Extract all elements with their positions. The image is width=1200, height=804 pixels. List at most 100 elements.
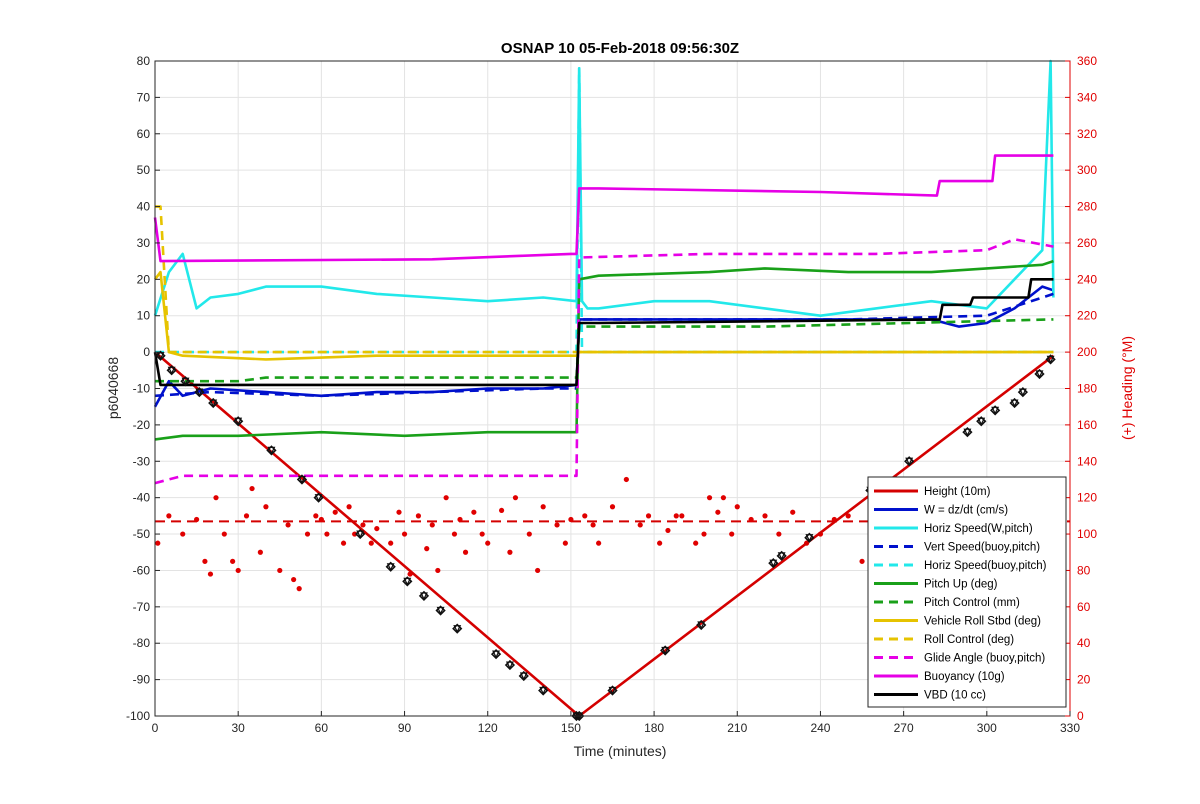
- height-marker-triangle: [963, 428, 972, 437]
- y-right-tick-label: 20: [1077, 673, 1091, 687]
- height-marker-triangle: [1010, 399, 1019, 408]
- y-tick-label: -70: [133, 600, 151, 614]
- height-marker-triangle: [209, 399, 218, 408]
- heading-point: [645, 513, 652, 519]
- height-marker-triangle: [419, 592, 428, 601]
- legend-label-1: W = dz/dt (cm/s): [924, 505, 1008, 517]
- heading-point: [609, 504, 616, 510]
- height-marker-triangle: [167, 366, 176, 375]
- y-right-tick-label: 220: [1077, 309, 1097, 323]
- heading-point: [263, 504, 269, 510]
- height-marker-triangle: [297, 475, 306, 484]
- heading-point: [340, 540, 347, 546]
- y-tick-label: -90: [133, 673, 151, 687]
- y-tick-label: 70: [137, 90, 151, 104]
- heading-point: [512, 495, 519, 501]
- legend-label-9: Glide Angle (buoy,pitch): [924, 653, 1045, 665]
- x-axis-label: Time (minutes): [574, 743, 667, 759]
- y-right-tick-label: 200: [1077, 345, 1097, 359]
- heading-point: [665, 527, 671, 534]
- heading-point: [720, 495, 727, 501]
- heading-point: [202, 558, 208, 564]
- height-marker-triangle: [991, 406, 1000, 415]
- heading-point: [479, 531, 485, 537]
- heading-point: [346, 504, 352, 510]
- height-marker-triangle: [1018, 388, 1027, 397]
- heading-point: [368, 540, 374, 546]
- chart-title: OSNAP 10 05-Feb-2018 09:56:30Z: [501, 40, 739, 57]
- y-right-tick-label: 300: [1077, 163, 1097, 177]
- heading-point: [748, 516, 754, 523]
- heading-point: [471, 509, 477, 515]
- y-tick-label: 0: [143, 345, 150, 359]
- legend-label-4: Horiz Speed(buoy,pitch): [924, 560, 1047, 572]
- heading-point: [213, 495, 219, 501]
- legend-label-8: Roll Control (deg): [924, 634, 1014, 646]
- y-right-tick-label: 320: [1077, 127, 1097, 141]
- legend: Height (10m) W = dz/dt (cm/s) Horiz Speed(…: [867, 476, 1067, 708]
- height-marker-triangle: [403, 577, 412, 586]
- heading-point: [535, 567, 541, 574]
- x-tick-label: 60: [315, 721, 329, 735]
- heading-point: [845, 513, 851, 519]
- height-marker-triangle: [436, 606, 445, 615]
- heading-point: [693, 540, 699, 546]
- y-right-tick-label: 100: [1077, 527, 1097, 541]
- heading-point: [318, 516, 324, 523]
- x-tick-label: 0: [152, 721, 159, 735]
- heading-point: [277, 567, 283, 574]
- y-axis-label-left: p6040668: [105, 357, 121, 420]
- heading-point: [424, 546, 430, 552]
- heading-point: [554, 522, 560, 528]
- legend-label-11: VBD (10 cc): [924, 690, 986, 702]
- legend-label-3: Vert Speed(buoy,pitch): [924, 542, 1040, 554]
- heading-point: [762, 513, 768, 519]
- height-marker-triangle: [181, 377, 190, 386]
- x-tick-label: 270: [894, 721, 914, 735]
- heading-point: [637, 522, 643, 528]
- x-tick-label: 210: [727, 721, 747, 735]
- heading-point: [324, 531, 330, 537]
- heading-point: [859, 558, 865, 564]
- height-marker-triangle: [356, 530, 365, 539]
- heading-point: [729, 531, 735, 537]
- y-tick-label: -100: [126, 709, 150, 723]
- heading-point: [313, 513, 319, 519]
- heading-point: [401, 531, 408, 537]
- x-tick-label: 150: [561, 721, 581, 735]
- legend-label-6: Pitch Control (mm): [924, 597, 1020, 609]
- y-tick-label: -30: [133, 454, 151, 468]
- heading-point: [657, 540, 663, 546]
- heading-point: [451, 531, 458, 537]
- heading-point: [590, 522, 596, 528]
- heading-point: [332, 509, 338, 515]
- x-tick-label: 330: [1060, 721, 1080, 735]
- heading-point: [701, 531, 707, 537]
- legend-label-7: Vehicle Roll Stbd (deg): [924, 616, 1041, 628]
- y-tick-label: 40: [137, 200, 151, 214]
- heading-point: [352, 531, 358, 537]
- heading-point: [435, 567, 441, 574]
- height-marker-triangle: [1046, 355, 1055, 364]
- y-right-tick-label: 60: [1077, 600, 1091, 614]
- y-axis-label-right: (+) Heading (°M): [1119, 336, 1135, 440]
- height-marker-triangle: [539, 686, 548, 695]
- y-tick-label: -20: [133, 418, 151, 432]
- heading-point: [304, 531, 311, 537]
- heading-point: [562, 540, 568, 546]
- y-tick-label: -10: [133, 382, 151, 396]
- heading-point: [526, 531, 532, 537]
- heading-point: [193, 516, 200, 523]
- height-marker-triangle: [661, 646, 670, 655]
- heading-point: [443, 495, 449, 501]
- series-line-10: [153, 154, 1054, 263]
- y-tick-label: 10: [137, 309, 151, 323]
- heading-point: [706, 495, 713, 501]
- y-right-tick-label: 120: [1077, 491, 1097, 505]
- height-marker-triangle: [697, 621, 706, 630]
- y-tick-label: -60: [133, 563, 151, 577]
- heading-point: [230, 558, 236, 564]
- height-marker-triangle: [386, 563, 395, 572]
- x-tick-label: 180: [644, 721, 664, 735]
